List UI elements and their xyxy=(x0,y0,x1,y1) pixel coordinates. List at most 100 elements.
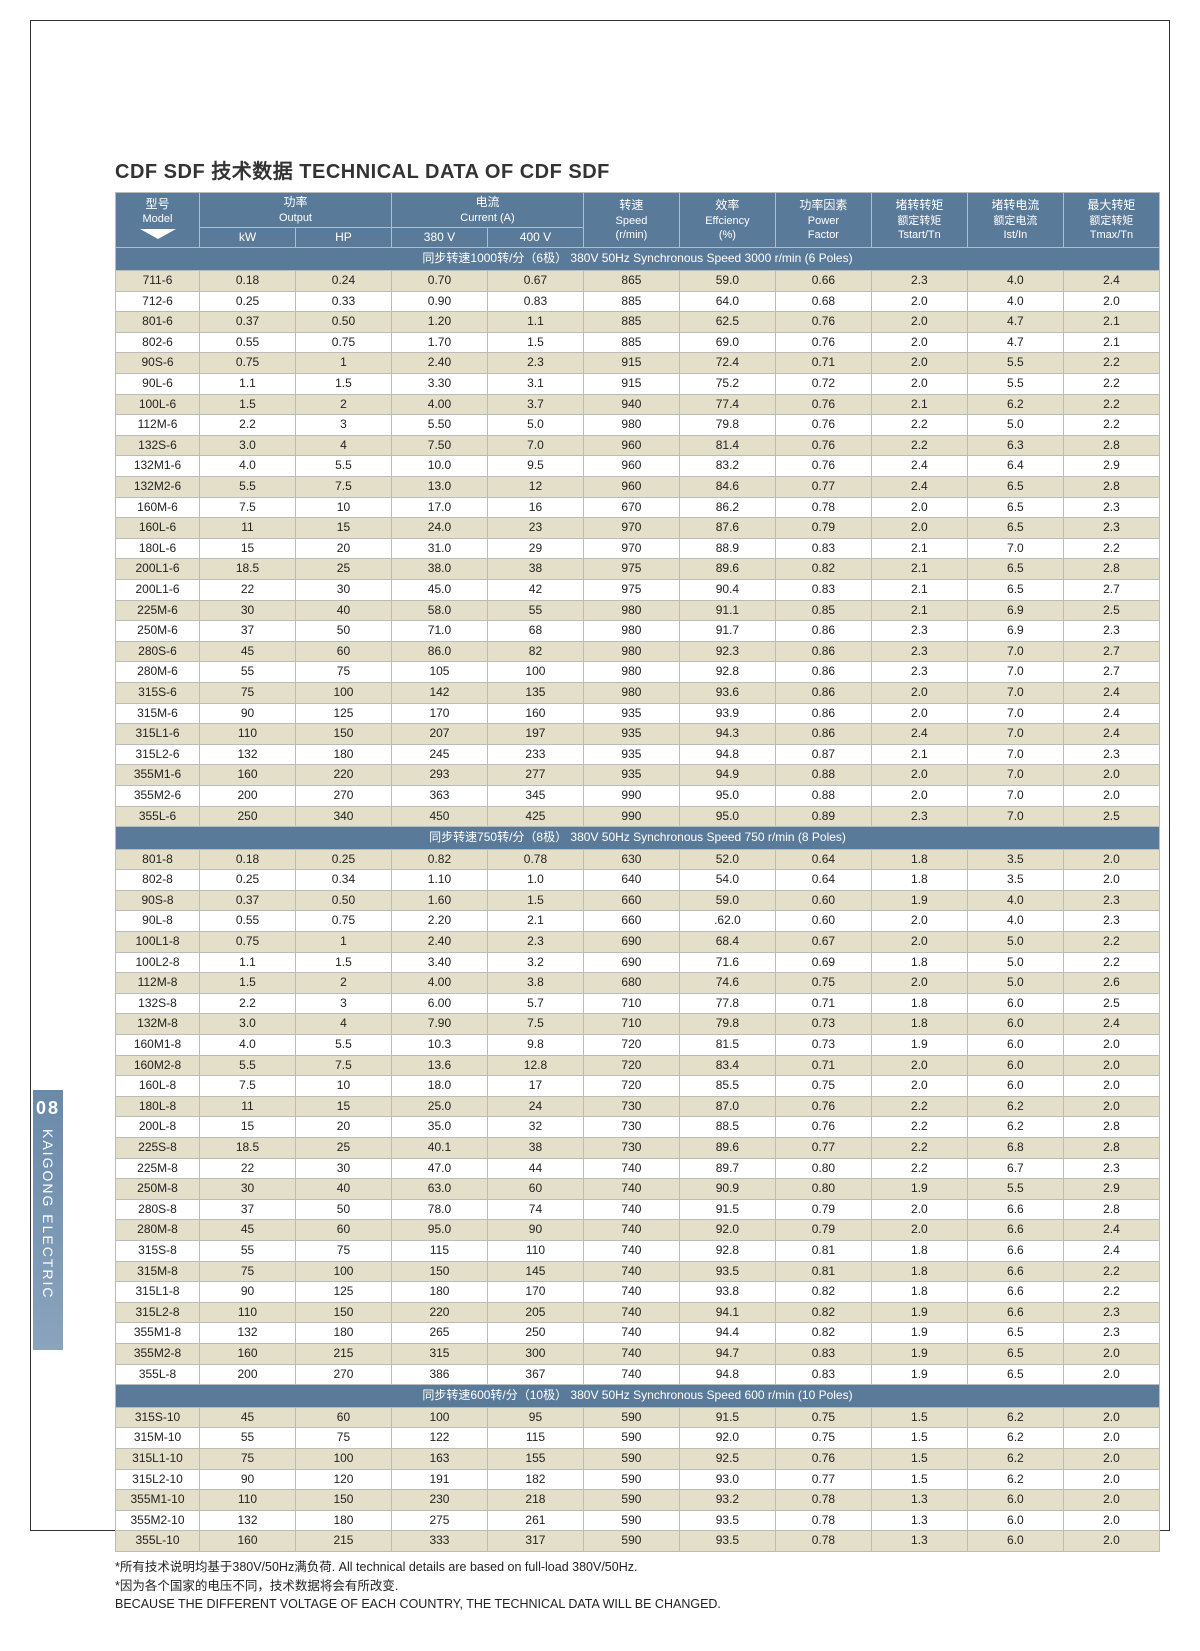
table-cell: 2.0 xyxy=(871,682,967,703)
table-cell: 1.5 xyxy=(295,952,391,973)
table-cell: 7.0 xyxy=(967,765,1063,786)
table-cell: 0.79 xyxy=(775,518,871,539)
table-cell: 0.82 xyxy=(391,849,487,870)
table-cell: 50 xyxy=(295,621,391,642)
table-cell: 125 xyxy=(295,703,391,724)
table-cell: 60 xyxy=(295,1407,391,1428)
table-cell: 1.9 xyxy=(871,1323,967,1344)
table-cell: 37 xyxy=(200,621,296,642)
table-cell: 275 xyxy=(391,1510,487,1531)
table-cell: 660 xyxy=(583,911,679,932)
table-cell: 0.75 xyxy=(775,1407,871,1428)
table-cell: 590 xyxy=(583,1490,679,1511)
table-cell: 83.4 xyxy=(679,1055,775,1076)
table-cell: 100 xyxy=(391,1407,487,1428)
table-cell: 1.9 xyxy=(871,1302,967,1323)
table-cell: 2.4 xyxy=(1063,724,1159,745)
table-cell: 3.5 xyxy=(967,870,1063,891)
table-cell: 0.66 xyxy=(775,271,871,292)
section-header-cell: 同步转速750转/分（8极） 380V 50Hz Synchronous Spe… xyxy=(116,827,1160,850)
table-cell: 2.0 xyxy=(1063,1407,1159,1428)
table-cell: 315L2-8 xyxy=(116,1302,200,1323)
table-cell: 24 xyxy=(487,1096,583,1117)
table-cell: 132M2-6 xyxy=(116,477,200,498)
table-cell: 0.70 xyxy=(391,271,487,292)
table-cell: 200L1-6 xyxy=(116,559,200,580)
table-cell: 90 xyxy=(200,1469,296,1490)
table-cell: 0.78 xyxy=(775,1510,871,1531)
table-cell: 4 xyxy=(295,1014,391,1035)
table-cell: 82 xyxy=(487,641,583,662)
table-cell: 2.4 xyxy=(871,724,967,745)
table-cell: 885 xyxy=(583,312,679,333)
table-cell: 94.3 xyxy=(679,724,775,745)
table-cell: 0.86 xyxy=(775,703,871,724)
table-cell: 2.0 xyxy=(871,312,967,333)
table-cell: 95 xyxy=(487,1407,583,1428)
table-cell: 0.50 xyxy=(295,890,391,911)
table-cell: 9.5 xyxy=(487,456,583,477)
table-cell: 2.0 xyxy=(871,1055,967,1076)
table-cell: 2.0 xyxy=(1063,1343,1159,1364)
table-cell: 2.8 xyxy=(1063,559,1159,580)
table-row: 801-60.370.501.201.188562.50.762.04.72.1 xyxy=(116,312,1160,333)
table-cell: 15 xyxy=(295,518,391,539)
table-cell: 100 xyxy=(295,1261,391,1282)
table-cell: 68 xyxy=(487,621,583,642)
footnote-line: *所有技术说明均基于380V/50Hz满负荷. All technical de… xyxy=(115,1558,1160,1577)
table-row: 280S-6456086.08298092.30.862.37.02.7 xyxy=(116,641,1160,662)
table-cell: 280S-8 xyxy=(116,1199,200,1220)
table-cell: 1.8 xyxy=(871,952,967,973)
table-cell: 6.8 xyxy=(967,1138,1063,1159)
table-cell: 150 xyxy=(295,724,391,745)
table-cell: 110 xyxy=(200,1302,296,1323)
th-pf: 功率因素 Power Factor xyxy=(775,193,871,248)
table-cell: 2.3 xyxy=(1063,744,1159,765)
table-cell: 30 xyxy=(295,579,391,600)
table-header: 型号 Model 功率 Output 电流 Current (A) 转速 Spe… xyxy=(116,193,1160,248)
table-cell: 2.0 xyxy=(1063,1531,1159,1552)
table-cell: 2.3 xyxy=(1063,1323,1159,1344)
table-cell: 6.2 xyxy=(967,1117,1063,1138)
table-cell: 3.2 xyxy=(487,952,583,973)
table-cell: 4.0 xyxy=(967,271,1063,292)
table-row: 280M-8456095.09074092.00.792.06.62.4 xyxy=(116,1220,1160,1241)
table-cell: 2.2 xyxy=(200,415,296,436)
table-cell: 4.0 xyxy=(967,291,1063,312)
table-cell: 6.4 xyxy=(967,456,1063,477)
table-cell: 94.4 xyxy=(679,1323,775,1344)
table-cell: 2.3 xyxy=(871,662,967,683)
table-cell: 740 xyxy=(583,1282,679,1303)
table-row: 802-80.250.341.101.064054.00.641.83.52.0 xyxy=(116,870,1160,891)
table-cell: 355M1-10 xyxy=(116,1490,200,1511)
table-cell: 5.0 xyxy=(487,415,583,436)
table-cell: 0.81 xyxy=(775,1240,871,1261)
table-cell: 0.86 xyxy=(775,621,871,642)
table-cell: 63.0 xyxy=(391,1179,487,1200)
table-cell: 720 xyxy=(583,1055,679,1076)
table-cell: 6.2 xyxy=(967,1096,1063,1117)
table-row: 315L2-109012019118259093.00.771.56.22.0 xyxy=(116,1469,1160,1490)
table-cell: 87.0 xyxy=(679,1096,775,1117)
table-cell: 3.1 xyxy=(487,374,583,395)
table-cell: 3.40 xyxy=(391,952,487,973)
table-cell: 1.1 xyxy=(200,952,296,973)
table-cell: 5.0 xyxy=(967,973,1063,994)
th-current: 电流 Current (A) xyxy=(391,193,583,228)
table-cell: 205 xyxy=(487,1302,583,1323)
table-cell: 6.5 xyxy=(967,477,1063,498)
table-cell: 345 xyxy=(487,785,583,806)
table-row: 132M1-64.05.510.09.596083.20.762.46.42.9 xyxy=(116,456,1160,477)
table-cell: 89.7 xyxy=(679,1158,775,1179)
table-cell: 0.88 xyxy=(775,785,871,806)
table-row: 112M-81.524.003.868074.60.752.05.02.6 xyxy=(116,973,1160,994)
table-cell: 0.87 xyxy=(775,744,871,765)
tab-text: KAIGONG ELECTRIC xyxy=(40,1129,56,1299)
table-cell: 2.6 xyxy=(1063,973,1159,994)
table-cell: 1.8 xyxy=(871,1240,967,1261)
table-cell: 0.86 xyxy=(775,724,871,745)
table-cell: 885 xyxy=(583,332,679,353)
table-cell: 0.18 xyxy=(200,271,296,292)
table-cell: 0.76 xyxy=(775,312,871,333)
table-cell: 2.0 xyxy=(871,785,967,806)
